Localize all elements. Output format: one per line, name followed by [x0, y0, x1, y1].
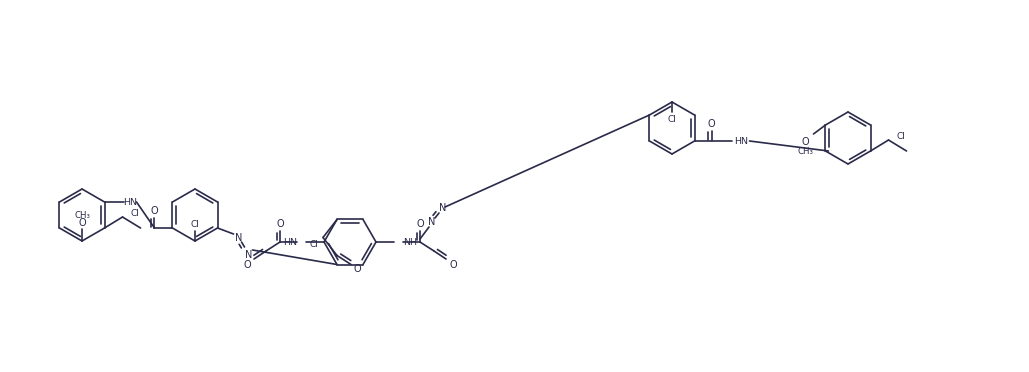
- Text: N: N: [235, 233, 242, 243]
- Text: Cl: Cl: [668, 115, 676, 124]
- Text: Cl: Cl: [310, 240, 318, 249]
- Text: O: O: [802, 137, 809, 147]
- Text: Cl: Cl: [130, 208, 139, 218]
- Text: O: O: [276, 219, 284, 229]
- Text: CH₃: CH₃: [797, 147, 814, 155]
- Text: O: O: [78, 218, 85, 228]
- Text: O: O: [150, 206, 158, 216]
- Text: HN: HN: [283, 237, 297, 247]
- Text: O: O: [243, 260, 251, 270]
- Text: N: N: [428, 217, 435, 227]
- Text: NH: NH: [403, 237, 417, 247]
- Text: CH₃: CH₃: [74, 211, 90, 219]
- Text: O: O: [416, 219, 424, 229]
- Text: N: N: [245, 250, 252, 260]
- Text: O: O: [353, 264, 361, 275]
- Text: Cl: Cl: [190, 219, 200, 228]
- Text: O: O: [708, 119, 715, 129]
- Text: HN: HN: [735, 137, 748, 145]
- Text: O: O: [450, 260, 457, 270]
- Text: HN: HN: [123, 198, 138, 206]
- Text: N: N: [439, 203, 447, 213]
- Text: Cl: Cl: [896, 131, 904, 141]
